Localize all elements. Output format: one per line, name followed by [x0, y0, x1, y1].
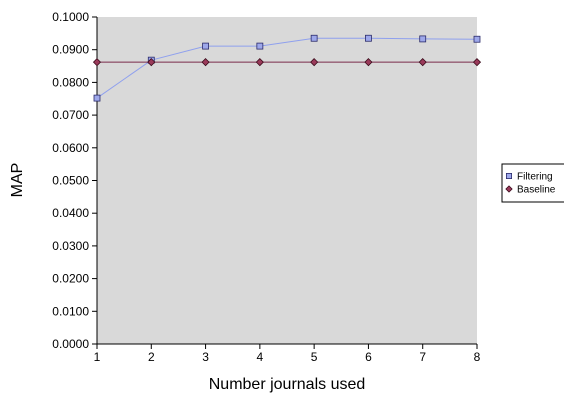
legend-marker-baseline [505, 185, 513, 193]
x-tick-label: 8 [474, 350, 481, 364]
data-point-filtering [473, 35, 481, 43]
series-baseline [92, 58, 482, 67]
y-tick-label: 0.0000 [52, 337, 89, 351]
x-axis-ticks: 1 2 3 4 5 6 7 8 [94, 344, 481, 364]
y-tick-label: 0.0800 [52, 75, 89, 89]
data-point-filtering [202, 42, 209, 50]
legend-marker-filtering [505, 172, 512, 179]
y-tick-label: 0.0400 [52, 206, 89, 220]
data-point-baseline [255, 58, 264, 67]
legend-box [501, 163, 564, 203]
x-tick-label: 1 [94, 350, 101, 364]
data-point-baseline [310, 58, 319, 67]
y-tick-label: 0.0900 [52, 43, 89, 57]
data-point-baseline [92, 58, 102, 67]
data-point-baseline [472, 58, 482, 67]
y-tick-label: 0.0500 [52, 174, 89, 188]
legend-label-filtering: Filtering [517, 172, 553, 183]
data-point-filtering [310, 34, 318, 42]
y-axis-ticks: 0.0000 0.0100 0.0200 0.0300 0.0400 0.0500 0.06… [52, 10, 97, 351]
y-tick-label: 0.0600 [52, 141, 89, 155]
y-tick-label: 0.1000 [52, 10, 89, 24]
series-layer [92, 34, 482, 102]
y-tick-label: 0.0100 [52, 304, 89, 318]
x-tick-label: 6 [365, 350, 372, 364]
x-axis-title: Number journals used [209, 376, 366, 393]
y-axis-title: MAP [9, 163, 26, 198]
series-filtering [93, 34, 481, 102]
data-point-baseline [201, 58, 210, 67]
data-point-baseline [147, 58, 156, 67]
y-tick-label: 0.0300 [52, 239, 89, 253]
data-point-baseline [418, 58, 427, 67]
plot-area [97, 17, 477, 344]
data-point-filtering [365, 34, 372, 42]
x-tick-label: 3 [202, 350, 209, 364]
x-tick-label: 4 [257, 350, 264, 364]
data-point-baseline [364, 58, 373, 67]
series-line-filtering [96, 37, 478, 99]
y-tick-label: 0.0700 [52, 108, 89, 122]
legend: Filtering Baseline [501, 163, 564, 203]
y-tick-label: 0.0200 [52, 272, 89, 286]
data-point-filtering [256, 42, 264, 50]
legend-label-baseline: Baseline [517, 185, 556, 196]
x-tick-label: 5 [311, 350, 318, 364]
x-tick-label: 7 [419, 350, 426, 364]
x-tick-label: 2 [148, 350, 155, 364]
data-point-filtering [419, 35, 427, 43]
data-point-filtering [93, 94, 101, 102]
